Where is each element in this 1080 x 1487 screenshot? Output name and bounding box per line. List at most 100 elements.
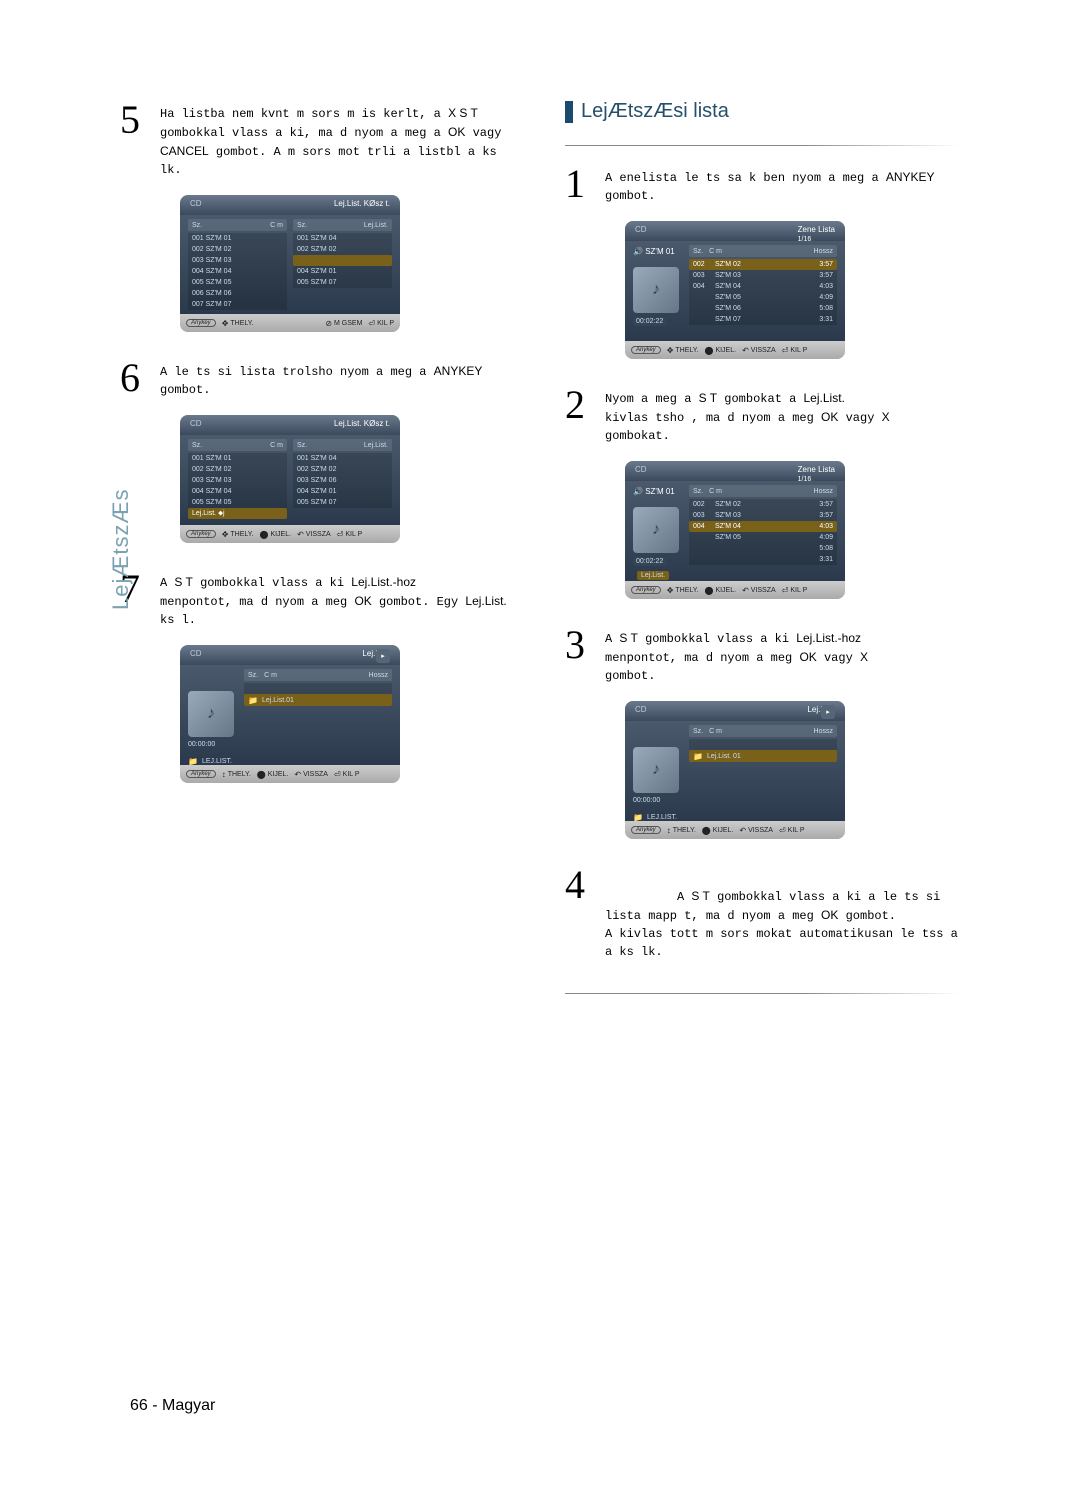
l: KIL P [377,320,394,327]
anykey-pill[interactable]: Anykey [631,586,661,594]
table-row: 001 SZ'M 04 [293,233,392,244]
l: THELY. [673,827,696,834]
step-number: 3 [565,625,593,685]
table-row [244,717,392,728]
table-row: 004SZ'M 044:03 [689,281,837,292]
h: Sz. [192,222,202,229]
list-item: 📁Lej.List. 01 [689,750,837,762]
right-column: LejÆtszÆsi lista 1 A enelista le ts sa k… [565,100,960,1012]
table-row: 005 SZ'M 07 [293,277,392,288]
updown-icon: ↕ [667,826,671,835]
step-body: A S T gombokkal vlass a ki a le ts si li… [605,865,960,979]
table-row: SZ'M 065:08 [689,303,837,314]
disc-label: CD [635,225,647,234]
l: THELY. [675,347,698,354]
t: Lej.List. [804,391,845,405]
table-row [244,683,392,694]
exit-icon: ⏎ [368,319,375,328]
step-number: 6 [120,358,148,399]
anykey-pill[interactable]: Anykey [186,530,216,538]
scr-title: Lej.List. KØsz t. [334,199,390,208]
t: S T [691,889,709,903]
exit-icon: ⏎ [779,826,786,835]
step-number: 1 [565,164,593,205]
scr-title: Lej.List. KØsz t. [334,419,390,428]
h: C m [270,442,283,449]
l: KIJEL. [713,827,734,834]
foot-return: ↶VISSZA [294,770,328,779]
thumbnail: ♪ [633,507,679,553]
h: Sz. [693,728,703,735]
t: vagy [824,651,860,665]
t: gombot. [160,383,210,397]
foot-select: ⬤KIJEL. [702,826,734,835]
disc-label: CD [190,419,202,428]
table-row: 002 SZ'M 02 [293,464,392,475]
play-icon: ▸ [821,705,835,719]
time-label: 00:02:22 [633,317,666,326]
table-row: 007 SZ'M 07 [188,299,287,310]
h: Sz. [248,672,258,679]
table-row: 003SZ'M 033:57 [689,270,837,281]
t: Lej.List.-hoz [796,631,861,645]
step-body: A S T gombokkal vlass a ki Lej.List.-hoz… [160,569,515,629]
l: THELY. [230,531,253,538]
anykey-pill[interactable]: Anykey [186,319,216,327]
t: vagy [473,126,502,140]
updown-icon: ↕ [222,770,226,779]
foot-select: ⬤KIJEL. [257,770,289,779]
table-row: 3:31 [689,554,837,565]
table-row [689,773,837,784]
select-icon: ⬤ [257,770,266,779]
table-row: 004 SZ'M 01 [293,486,392,497]
step-number: 4 [565,865,593,979]
t: gombot. A m sors mot trli a listbl a ks … [160,145,497,177]
l: VISSZA [303,771,328,778]
table-row: 001 SZ'M 01 [188,233,287,244]
t: CANCEL [160,144,209,158]
t: menpontot, ma d nyom a meg [160,595,347,609]
anykey-pill[interactable]: Anykey [186,770,216,778]
t: gombokat a [724,392,796,406]
h: Sz. [693,248,703,255]
screenshot-7: CD Lej.List. ▸ ♪ Sz.C mHossz 📁Lej.List.0… [180,645,515,783]
foot-exit: ⏎KIL P [782,346,808,355]
menu-tag: Lej.List. [637,571,669,580]
l: KIJEL. [268,771,289,778]
speaker-icon: 🔊 SZ'M 01 [633,487,675,496]
anykey-pill[interactable]: Anykey [631,826,661,834]
step-number: 2 [565,385,593,445]
h: Sz. [693,488,703,495]
left-column: 5 Ha listba nem kvnt m sors m is kerlt, … [120,100,515,1012]
exit-icon: ⏎ [782,346,789,355]
l: THELY. [228,771,251,778]
t: OK [354,594,371,608]
foot-exit: ⏎KIL P [782,586,808,595]
divider [565,145,960,146]
folder-icon: 📁 [248,696,258,705]
l: KIL P [788,827,805,834]
l: KIL P [345,531,362,538]
table-row: 002 SZ'M 02 [293,244,392,255]
h: Hossz [814,488,833,495]
time-label: 00:00:00 [188,741,215,748]
l: KIL P [343,771,360,778]
table-row: 006 SZ'M 06 [188,288,287,299]
step-number: 5 [120,100,148,179]
anykey-pill[interactable]: Anykey [631,346,661,354]
t: gombokkal vlass a ki a le ts si lista ma… [605,890,948,923]
select-icon: ⬤ [704,346,713,355]
t: gombokat. [605,429,670,443]
table-row: 002 SZ'M 02 [188,464,287,475]
l: VISSZA [751,347,776,354]
foot-move: ↕THELY. [667,826,696,835]
folder-label: LEJ.LIST. [647,814,677,821]
l: VISSZA [306,531,331,538]
table-row: 003 SZ'M 03 [188,255,287,266]
t: Zene Lista [798,465,835,474]
section-title-text: LejÆtszÆsi lista [581,100,729,123]
t: A [677,890,691,904]
folder-icon: 📁 [188,757,198,766]
h: Lej.List. [364,222,388,229]
foot-return: ↶VISSZA [742,586,776,595]
